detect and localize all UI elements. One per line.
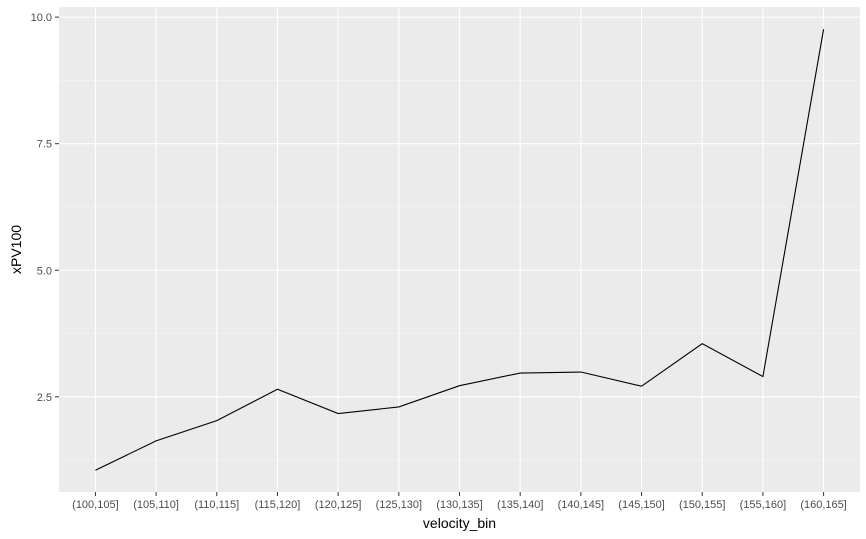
y-tick-label: 10.0 — [31, 12, 52, 24]
major-gridlines — [59, 7, 860, 492]
x-tick-label: (110,115] — [194, 499, 239, 511]
y-tick-label: 7.5 — [37, 139, 52, 151]
x-tick-label: (150,155] — [679, 499, 725, 511]
x-tick-label: (100,105] — [72, 499, 118, 511]
x-tick-label: (135,140] — [497, 499, 543, 511]
x-tick-label: (105,110] — [133, 499, 179, 511]
series-layer — [95, 29, 825, 471]
x-tick-label: (145,150] — [618, 499, 664, 511]
y-axis: 2.5 5.0 7.5 10.0 — [31, 12, 59, 404]
x-tick-label: (130,135] — [436, 499, 482, 511]
x-tick-label: (120,125] — [315, 499, 361, 511]
x-tick-label: (115,120] — [255, 499, 301, 511]
y-tick-label: 2.5 — [37, 392, 52, 404]
x-tick-label: (140,145] — [558, 499, 604, 511]
x-tick-label: (125,130] — [376, 499, 422, 511]
x-axis-title: velocity_bin — [423, 515, 496, 531]
y-axis-title: xPV100 — [8, 225, 24, 274]
x-tick-label: (155,160] — [740, 499, 786, 511]
x-axis: (100,105] (105,110] (110,115] (115,120] (120… — [72, 492, 847, 511]
x-tick-label: (160,165] — [800, 499, 846, 511]
y-tick-label: 5.0 — [37, 265, 52, 277]
